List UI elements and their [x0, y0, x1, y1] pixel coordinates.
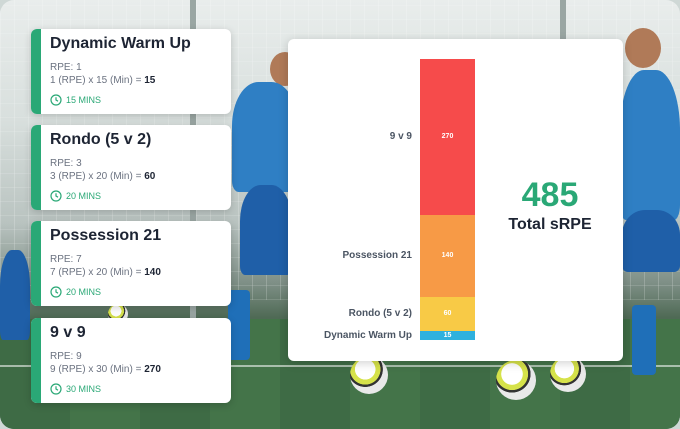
bar-segment-value: 60: [443, 309, 452, 317]
card-duration-label: 30 MINS: [66, 384, 102, 394]
card-accent-bar: [31, 318, 41, 403]
bar-segment-value: 15: [443, 331, 452, 339]
card-calc-formula: 3 (RPE) x 20 (Min) =: [50, 171, 142, 182]
player-leg: [0, 250, 30, 340]
card-calc: 1 (RPE) x 15 (Min) = 15: [50, 75, 155, 86]
bar-segment-value: 140: [441, 251, 454, 259]
player-sock: [632, 305, 656, 375]
football: [350, 356, 388, 394]
card-duration: 15 MINS: [50, 94, 101, 106]
card-rpe: RPE: 9: [50, 351, 82, 362]
bar-segment: [420, 331, 475, 340]
pitch-line: [0, 365, 680, 367]
clock-icon: [50, 383, 62, 395]
card-duration: 20 MINS: [50, 190, 101, 202]
card-title: Dynamic Warm Up: [50, 35, 191, 52]
card-title: 9 v 9: [50, 324, 86, 341]
player-head: [625, 28, 661, 68]
card-calc-formula: 1 (RPE) x 15 (Min) =: [50, 75, 142, 86]
card-duration-label: 20 MINS: [66, 191, 102, 201]
card-duration-label: 20 MINS: [66, 287, 102, 297]
category-label: Dynamic Warm Up: [324, 329, 412, 341]
card-calc: 9 (RPE) x 30 (Min) = 270: [50, 364, 161, 375]
session-card[interactable]: Dynamic Warm Up RPE: 1 1 (RPE) x 15 (Min…: [31, 29, 231, 114]
football: [496, 360, 536, 400]
player-shirt: [232, 82, 298, 192]
card-calc-result: 140: [144, 267, 161, 278]
card-title: Rondo (5 v 2): [50, 131, 152, 148]
card-calc-formula: 7 (RPE) x 20 (Min) =: [50, 267, 142, 278]
player-shirt: [620, 70, 680, 220]
card-calc: 7 (RPE) x 20 (Min) = 140: [50, 267, 161, 278]
player-sock: [228, 290, 250, 360]
card-accent-bar: [31, 125, 41, 210]
bar-segment-value: 270: [441, 133, 454, 141]
clock-icon: [50, 94, 62, 106]
card-title: Possession 21: [50, 227, 162, 244]
category-label: Possession 21: [342, 249, 412, 261]
card-duration-label: 15 MINS: [66, 95, 102, 105]
bar-segment: [420, 215, 475, 297]
card-calc: 3 (RPE) x 20 (Min) = 60: [50, 171, 155, 182]
card-rpe: RPE: 3: [50, 158, 82, 169]
card-duration: 20 MINS: [50, 286, 101, 298]
football: [550, 356, 586, 392]
bar-segment: [420, 296, 475, 332]
clock-icon: [50, 286, 62, 298]
card-calc-formula: 9 (RPE) x 30 (Min) =: [50, 364, 142, 375]
card-rpe: RPE: 7: [50, 254, 82, 265]
card-accent-bar: [31, 29, 41, 114]
session-card[interactable]: Possession 21 RPE: 7 7 (RPE) x 20 (Min) …: [31, 221, 231, 306]
card-calc-result: 270: [144, 364, 161, 375]
total-srpe-label: Total sRPE: [508, 216, 592, 233]
card-duration: 30 MINS: [50, 383, 101, 395]
card-calc-result: 15: [144, 75, 156, 86]
category-label: 9 v 9: [389, 131, 412, 143]
session-card[interactable]: Rondo (5 v 2) RPE: 3 3 (RPE) x 20 (Min) …: [31, 125, 231, 210]
category-label: Rondo (5 v 2): [348, 307, 412, 319]
card-calc-result: 60: [144, 171, 156, 182]
card-rpe: RPE: 1: [50, 62, 82, 73]
session-card[interactable]: 9 v 9 RPE: 9 9 (RPE) x 30 (Min) = 270 30…: [31, 318, 231, 403]
player-shorts: [622, 210, 680, 272]
bar-segment: [420, 59, 475, 216]
total-srpe-value: 485: [521, 176, 579, 214]
clock-icon: [50, 190, 62, 202]
card-accent-bar: [31, 221, 41, 306]
player-shorts: [240, 185, 292, 275]
